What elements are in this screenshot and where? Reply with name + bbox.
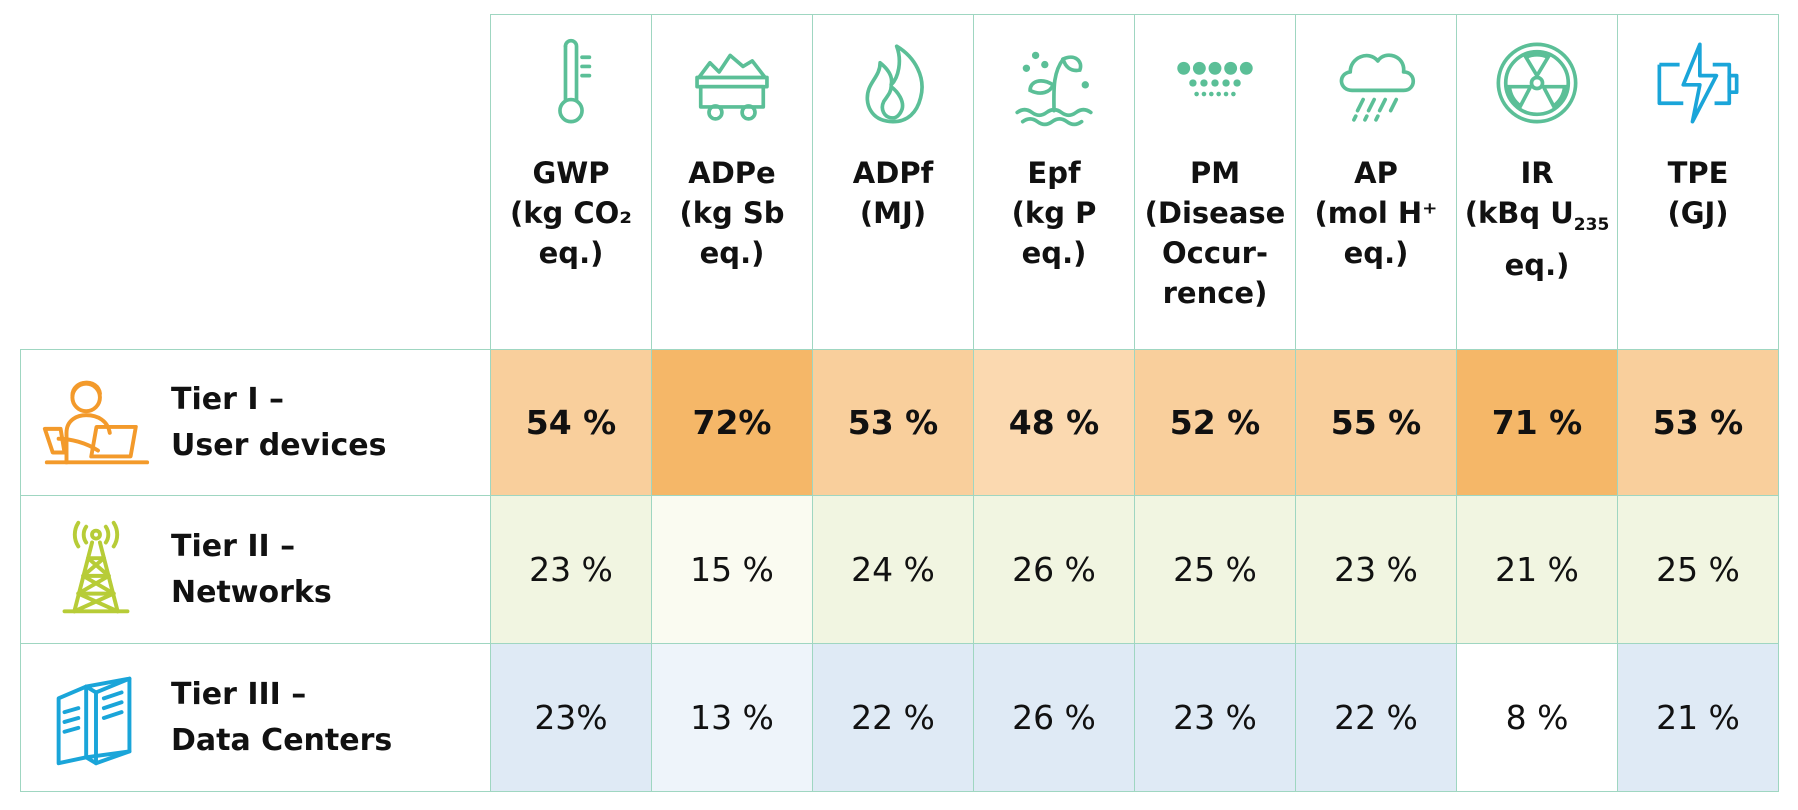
- value-cell: 23 %: [490, 495, 652, 644]
- thermometer-icon: [558, 38, 592, 124]
- value-cell: 15 %: [651, 495, 813, 644]
- tier-label-cell: Tier III – Data Centers: [20, 643, 491, 792]
- value-cell: 22 %: [1295, 643, 1457, 792]
- value-cell: 25 %: [1134, 495, 1296, 644]
- value-cell: 26 %: [973, 495, 1135, 644]
- server-rack-icon: [56, 676, 132, 765]
- indicator-label: ADPe: [688, 156, 776, 190]
- value-cell: 55 %: [1295, 349, 1457, 496]
- value-cell: 21 %: [1456, 495, 1618, 644]
- value-cell: 54 %: [490, 349, 652, 496]
- value-cell: 24 %: [812, 495, 974, 644]
- tier-label-cell: Tier I – User devices: [20, 349, 491, 496]
- tier-name: Tier I –: [171, 381, 284, 417]
- column-header-tpe: TPE (GJ): [1617, 14, 1779, 350]
- column-header-gwp: GWP (kg CO₂ eq.): [490, 14, 652, 350]
- value-cell: 21 %: [1617, 643, 1779, 792]
- value-cell: 23%: [490, 643, 652, 792]
- plant-water-icon: [1015, 51, 1093, 127]
- radiation-icon: [1496, 42, 1578, 124]
- indicator-unit: (kBq U235 eq.): [1464, 196, 1610, 282]
- indicator-unit: (kg P eq.): [1011, 196, 1097, 270]
- indicator-label: PM: [1189, 156, 1241, 190]
- value-cell: 53 %: [1617, 349, 1779, 496]
- table-row-tier-3: Tier III – Data Centers 23% 13 % 22 % 26 …: [20, 643, 1779, 792]
- indicator-label: AP: [1354, 156, 1398, 190]
- indicator-label: GWP: [532, 156, 610, 190]
- column-header-adpe: ADPe (kg Sb eq.): [651, 14, 813, 350]
- value-cell: 26 %: [973, 643, 1135, 792]
- tier-subname: User devices: [171, 427, 387, 463]
- value-cell: 23 %: [1134, 643, 1296, 792]
- indicator-unit: (GJ): [1667, 196, 1729, 230]
- value-cell: 71 %: [1456, 349, 1618, 496]
- value-cell: 52 %: [1134, 349, 1296, 496]
- table-row-tier-2: Tier II – Networks 23 % 15 % 24 % 26 % 25…: [20, 495, 1779, 644]
- tier-subname: Networks: [171, 574, 332, 610]
- value-cell: 13 %: [651, 643, 813, 792]
- header-row: GWP (kg CO₂ eq.) ADPe (kg Sb eq.) ADPf (…: [21, 14, 1779, 350]
- indicator-unit: (mol H⁺ eq.): [1314, 196, 1438, 270]
- indicator-unit: (Disease Occur- rence): [1144, 196, 1286, 310]
- value-cell: 23 %: [1295, 495, 1457, 644]
- table-row-tier-1: Tier I – User devices 54 % 72% 53 % 48 % …: [20, 349, 1779, 496]
- column-header-epf: Epf (kg P eq.): [973, 14, 1135, 350]
- value-cell: 48 %: [973, 349, 1135, 496]
- flame-icon: [865, 44, 924, 124]
- indicator-unit: (kg CO₂ eq.): [509, 196, 633, 270]
- indicator-unit: (kg Sb eq.): [679, 196, 785, 270]
- energy-battery-icon: [1657, 42, 1739, 124]
- indicator-label: TPE: [1667, 156, 1729, 190]
- indicator-unit: (MJ): [859, 196, 927, 230]
- value-cell: 22 %: [812, 643, 974, 792]
- value-cell: 25 %: [1617, 495, 1779, 644]
- indicator-label: ADPf: [852, 156, 934, 190]
- antenna-tower-icon: [62, 520, 130, 613]
- column-header-ap: AP (mol H⁺ eq.): [1295, 14, 1457, 350]
- mining-cart-icon: [695, 53, 769, 121]
- value-cell: 72%: [651, 349, 813, 496]
- value-cell: 8 %: [1456, 643, 1618, 792]
- tier-name: Tier II –: [171, 528, 296, 564]
- indicator-label: Epf: [1027, 156, 1081, 190]
- tier-label-cell: Tier II – Networks: [20, 495, 491, 644]
- impact-table: GWP (kg CO₂ eq.) ADPe (kg Sb eq.) ADPf (…: [20, 14, 1779, 792]
- column-header-ir: IR (kBq U235 eq.): [1456, 14, 1618, 350]
- indicator-label: IR: [1520, 156, 1554, 190]
- column-header-pm: PM (Disease Occur- rence): [1134, 14, 1296, 350]
- tier-name: Tier III –: [171, 676, 307, 712]
- value-cell: 53 %: [812, 349, 974, 496]
- particles-icon: [1177, 61, 1253, 97]
- tier-subname: Data Centers: [171, 722, 393, 758]
- user-laptop-icon: [42, 380, 150, 464]
- corner-cell: [21, 15, 491, 350]
- acid-rain-icon: [1339, 53, 1416, 122]
- column-header-adpf: ADPf (MJ): [812, 14, 974, 350]
